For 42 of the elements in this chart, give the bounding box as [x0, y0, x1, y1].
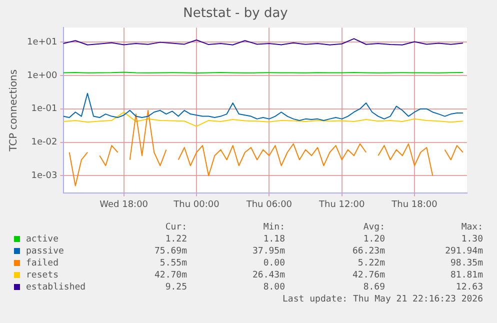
y-axis-title: TCP connections: [8, 69, 20, 152]
x-tick-label: Thu 18:00: [390, 200, 438, 210]
x-tick-label: Thu 12:00: [318, 200, 365, 210]
legend-label: passive: [26, 246, 64, 256]
text: Max:: [461, 222, 483, 232]
legend-label: resets: [26, 270, 59, 280]
text: 42.70m: [154, 270, 187, 280]
text: 37.95m: [252, 246, 285, 256]
legend-label: active: [26, 234, 59, 244]
text: 98.35m: [450, 258, 483, 268]
y-tick-label: 1e+00: [26, 70, 58, 81]
x-tick-label: Wed 18:00: [100, 200, 148, 210]
y-tick-label: 1e-01: [31, 104, 58, 114]
text: 75.69m: [154, 246, 187, 256]
text: 8.00: [263, 282, 285, 292]
text: 26.43m: [252, 270, 285, 280]
text: 12.63: [456, 282, 483, 292]
text: 66.23m: [352, 246, 385, 256]
text: 8.69: [363, 282, 385, 292]
text: Last update: Thu May 21 22:16:23 2026: [282, 294, 483, 304]
y-tick-label: 1e-02: [31, 138, 58, 148]
legend-label: established: [26, 282, 86, 292]
x-tick-label: Thu 00:00: [172, 200, 220, 210]
text: 81.81m: [450, 270, 483, 280]
text: 1.30: [461, 234, 483, 244]
text: Min:: [263, 222, 285, 232]
chart-title: Netstat - by day: [183, 6, 288, 22]
y-tick-label: 1e-03: [31, 171, 58, 182]
text: Cur:: [165, 222, 187, 232]
text: 42.76m: [352, 270, 385, 280]
legend-label: failed: [26, 258, 59, 268]
text: 0.00: [263, 258, 285, 268]
text: 1.18: [263, 234, 285, 244]
text: 291.94m: [445, 246, 483, 256]
y-tick-label: 1e+01: [26, 37, 58, 48]
x-tick-label: Thu 06:00: [245, 200, 292, 210]
text: Avg:: [363, 222, 385, 232]
text: 9.25: [165, 282, 187, 292]
text: 1.20: [363, 234, 385, 244]
text: 1.22: [165, 234, 187, 244]
text: 5.55m: [160, 258, 187, 268]
text: 5.22m: [358, 258, 385, 268]
